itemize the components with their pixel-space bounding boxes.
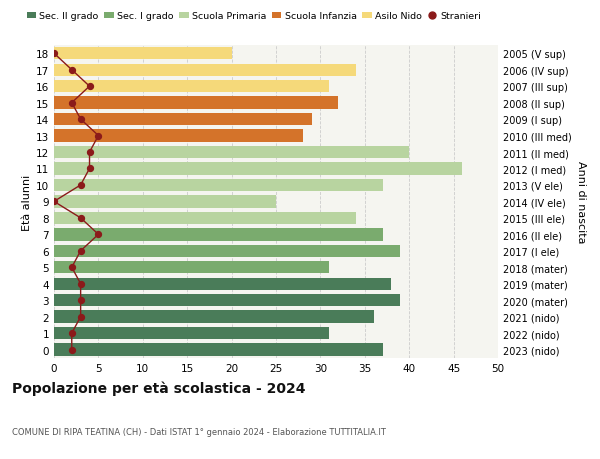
Bar [54, 130, 302, 142]
Bar [54, 146, 409, 159]
Bar [54, 344, 383, 356]
Bar [54, 196, 276, 208]
Point [76, 182, 85, 189]
Bar [54, 294, 400, 307]
Point [49, 198, 59, 206]
Bar [54, 245, 400, 257]
Point [94, 231, 103, 239]
Bar [54, 311, 374, 323]
Bar [54, 97, 338, 110]
Point [67, 264, 77, 271]
Legend: Sec. II grado, Sec. I grado, Scuola Primaria, Scuola Infanzia, Asilo Nido, Stran: Sec. II grado, Sec. I grado, Scuola Prim… [23, 8, 485, 25]
Bar [54, 262, 329, 274]
Point [76, 116, 85, 123]
Bar [54, 278, 391, 290]
Point [67, 346, 77, 353]
Point [67, 100, 77, 107]
Y-axis label: Età alunni: Età alunni [22, 174, 32, 230]
Text: Popolazione per età scolastica - 2024: Popolazione per età scolastica - 2024 [12, 381, 305, 396]
Text: COMUNE DI RIPA TEATINA (CH) - Dati ISTAT 1° gennaio 2024 - Elaborazione TUTTITAL: COMUNE DI RIPA TEATINA (CH) - Dati ISTAT… [12, 427, 386, 436]
Point [85, 165, 94, 173]
Point [94, 133, 103, 140]
Bar [54, 114, 311, 126]
Point [76, 280, 85, 288]
Point [76, 313, 85, 321]
Bar [54, 327, 329, 340]
Bar [54, 64, 356, 77]
Point [85, 149, 94, 157]
Point [67, 330, 77, 337]
Y-axis label: Anni di nascita: Anni di nascita [575, 161, 586, 243]
Point [85, 83, 94, 90]
Bar [54, 212, 356, 224]
Bar [54, 229, 383, 241]
Bar [54, 81, 329, 93]
Point [76, 215, 85, 222]
Bar [54, 48, 232, 60]
Point [76, 247, 85, 255]
Point [67, 67, 77, 74]
Bar [54, 163, 463, 175]
Bar [54, 179, 383, 192]
Point [49, 50, 59, 58]
Point [76, 297, 85, 304]
